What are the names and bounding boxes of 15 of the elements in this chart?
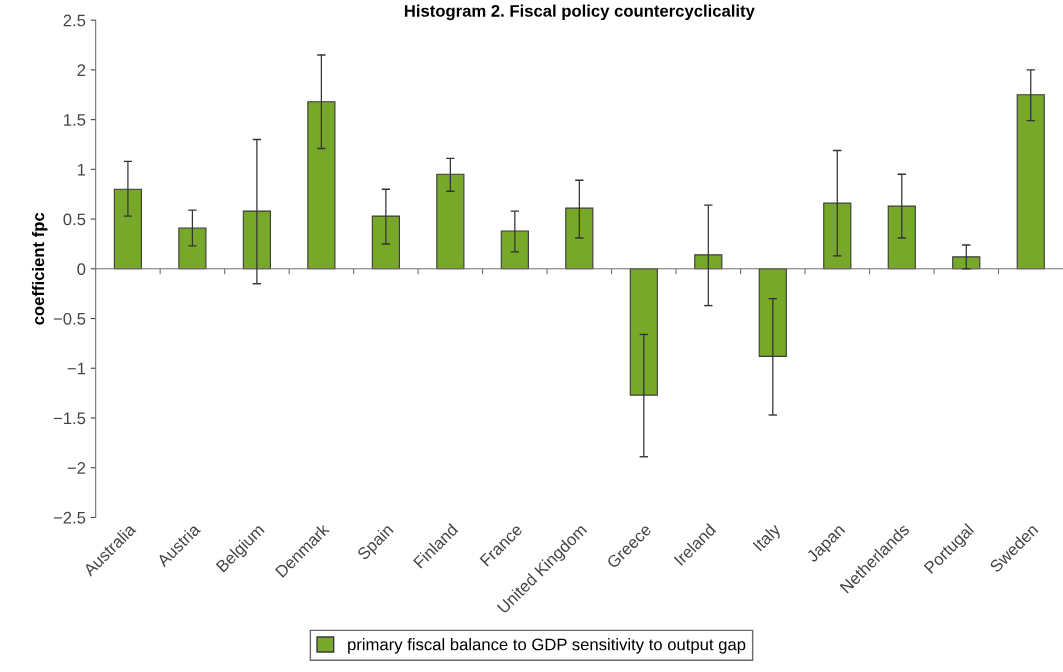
y-tick-label: −2	[67, 462, 86, 474]
y-tick-label: −0.5	[53, 312, 86, 325]
y-axis-title: coefficient fpc	[31, 212, 48, 325]
y-tick-label: 1.5	[64, 114, 86, 126]
y-tick-label: −1.5	[53, 412, 86, 425]
y-tick-label: 0	[77, 263, 86, 275]
y-tick-label: 2	[77, 64, 86, 76]
chart-title: Histogram 2. Fiscal policy countercyclicality	[404, 4, 755, 21]
legend-label: primary fiscal balance to GDP sensitivity to output gap	[348, 638, 746, 654]
x-tick-label: Italy	[752, 522, 784, 554]
y-tick-label: −1	[67, 362, 86, 375]
y-tick-label: 1	[77, 163, 86, 176]
y-tick-label: −2.5	[53, 511, 86, 524]
y-tick-label: 2.5	[63, 14, 86, 27]
y-tick-label: 0.5	[63, 213, 86, 226]
